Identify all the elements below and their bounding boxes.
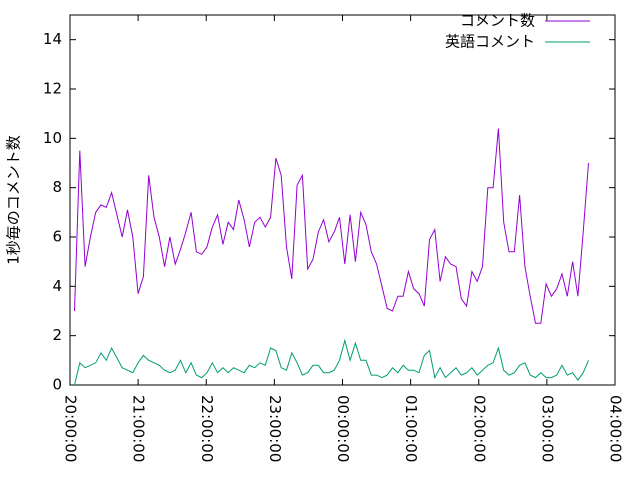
series-line xyxy=(74,128,589,324)
x-tick-label: 22:00:00 xyxy=(198,395,216,462)
y-tick-label: 8 xyxy=(52,178,62,196)
y-tick-label: 6 xyxy=(52,228,62,246)
y-tick-label: 0 xyxy=(52,376,62,394)
legend-label: 英語コメント xyxy=(445,33,535,51)
x-tick-label: 01:00:00 xyxy=(402,395,420,462)
y-tick-label: 4 xyxy=(52,277,62,295)
x-tick-label: 00:00:00 xyxy=(334,395,352,462)
y-axis-label: 1秒毎のコメント数 xyxy=(5,135,23,265)
x-tick-label: 03:00:00 xyxy=(538,395,556,462)
x-tick-label: 20:00:00 xyxy=(62,395,80,462)
y-tick-label: 12 xyxy=(43,80,62,98)
series-line xyxy=(74,338,589,386)
x-tick-label: 04:00:00 xyxy=(607,395,625,462)
y-tick-label: 14 xyxy=(43,30,62,48)
x-tick-label: 21:00:00 xyxy=(130,395,148,462)
legend-label: コメント数 xyxy=(460,12,535,30)
y-tick-label: 2 xyxy=(52,326,62,344)
y-tick-label: 10 xyxy=(43,129,62,147)
x-tick-label: 02:00:00 xyxy=(470,395,488,462)
x-tick-label: 23:00:00 xyxy=(266,395,284,462)
